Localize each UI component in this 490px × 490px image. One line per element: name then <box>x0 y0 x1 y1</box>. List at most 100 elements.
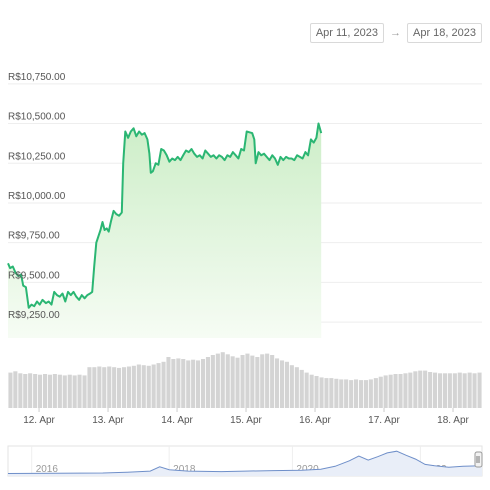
volume-bar <box>467 372 472 408</box>
volume-bar <box>368 379 373 408</box>
price-area-fill <box>8 123 322 338</box>
volume-bar <box>112 367 117 408</box>
volume-bar <box>92 367 97 408</box>
date-range-selector: Apr 11, 2023 → Apr 18, 2023 <box>309 23 482 43</box>
volume-bar <box>33 374 38 408</box>
volume-bar <box>136 364 141 408</box>
volume-bar <box>457 372 462 408</box>
volume-bar <box>77 374 82 408</box>
volume-bar <box>161 361 166 408</box>
volume-bar <box>18 373 23 408</box>
navigator-line <box>7 450 483 474</box>
price-area <box>7 122 323 338</box>
volume-bar <box>359 380 364 408</box>
volume-bar <box>131 365 136 408</box>
volume-bar <box>87 367 92 408</box>
volume-bar <box>299 369 304 408</box>
volume-bar <box>186 360 191 408</box>
volume-bar <box>62 375 67 408</box>
volume-bar <box>477 372 482 408</box>
volume-bar <box>230 356 235 408</box>
volume-bar <box>210 355 215 408</box>
volume-bar <box>8 372 13 408</box>
volume-bar <box>191 359 196 408</box>
volume-bar <box>43 374 48 408</box>
y-tick-label: R$10,500.00 <box>8 112 66 123</box>
volume-bar <box>245 353 250 408</box>
volume-bar <box>275 358 280 408</box>
volume-bar <box>240 355 245 408</box>
volume-bar <box>373 378 378 408</box>
volume-bar <box>433 372 438 408</box>
volume-bar <box>151 364 156 408</box>
volume-bar <box>171 359 176 408</box>
y-tick-label: R$10,750.00 <box>8 72 66 83</box>
date-from-input[interactable]: Apr 11, 2023 <box>309 23 384 43</box>
volume-bar <box>260 354 265 408</box>
volume-bar <box>141 365 146 408</box>
volume-bar <box>250 355 255 408</box>
navigator-area <box>8 451 482 476</box>
volume-bar <box>97 366 102 408</box>
volume-bar <box>146 365 151 408</box>
volume-bar <box>413 371 418 408</box>
volume-bar <box>265 353 270 408</box>
date-to-input[interactable]: Apr 18, 2023 <box>407 23 482 43</box>
volume-bar <box>294 367 299 408</box>
volume-bar <box>304 372 309 408</box>
volume-bar <box>215 353 220 408</box>
volume-bar <box>220 352 225 408</box>
volume-bar <box>23 374 28 408</box>
volume-bar <box>107 366 112 408</box>
volume-bar <box>447 373 452 408</box>
volume-bar <box>452 373 457 408</box>
volume-bar <box>13 371 18 408</box>
volume-bar <box>319 377 324 408</box>
y-tick-label: R$9,750.00 <box>8 231 60 242</box>
volume-bar <box>438 373 443 408</box>
volume-bar <box>403 373 408 408</box>
arrow-right-icon: → <box>390 27 401 39</box>
volume-bar <box>423 370 428 408</box>
x-tick-label: 15. Apr <box>230 415 262 426</box>
volume-bar <box>196 360 201 408</box>
navigator-year-label: 2016 <box>36 464 59 475</box>
volume-bar <box>398 374 403 408</box>
y-tick-label: R$9,500.00 <box>8 270 60 281</box>
volume-bar <box>52 374 57 408</box>
volume-bar <box>280 360 285 408</box>
volume-bar <box>122 367 127 408</box>
volume-bar <box>289 365 294 408</box>
volume-bar <box>156 363 161 408</box>
price-line <box>7 122 323 309</box>
volume-bars <box>8 352 482 408</box>
y-tick-label: R$10,000.00 <box>8 191 66 202</box>
volume-bar <box>235 357 240 408</box>
volume-bar <box>383 375 388 408</box>
volume-bar <box>201 359 206 408</box>
volume-bar <box>117 367 122 408</box>
x-tick-label: 18. Apr <box>437 415 469 426</box>
volume-bar <box>166 357 171 408</box>
volume-bar <box>38 374 43 408</box>
volume-bar <box>388 374 393 408</box>
x-tick-label: 14. Apr <box>161 415 193 426</box>
x-tick-label: 12. Apr <box>23 415 55 426</box>
volume-bar <box>428 372 433 408</box>
volume-bar <box>344 379 349 408</box>
volume-bar <box>314 376 319 408</box>
y-axis: R$9,250.00 R$9,500.00 R$9,750.00 R$10,000.0… <box>8 72 66 321</box>
volume-bar <box>408 372 413 408</box>
volume-bar <box>378 376 383 408</box>
volume-bar <box>324 378 329 408</box>
volume-bar <box>176 358 181 408</box>
volume-bar <box>354 379 359 408</box>
volume-bar <box>309 374 314 408</box>
x-axis: 12. Apr 13. Apr 14. Apr 15. Apr 16. Apr 17. A… <box>23 408 470 426</box>
volume-bar <box>126 366 131 408</box>
volume-bar <box>339 379 344 408</box>
volume-bar <box>472 373 477 408</box>
volume-bar <box>393 374 398 408</box>
range-navigator[interactable]: 2016201820202022 <box>7 445 483 477</box>
y-tick-label: R$10,250.00 <box>8 151 66 162</box>
